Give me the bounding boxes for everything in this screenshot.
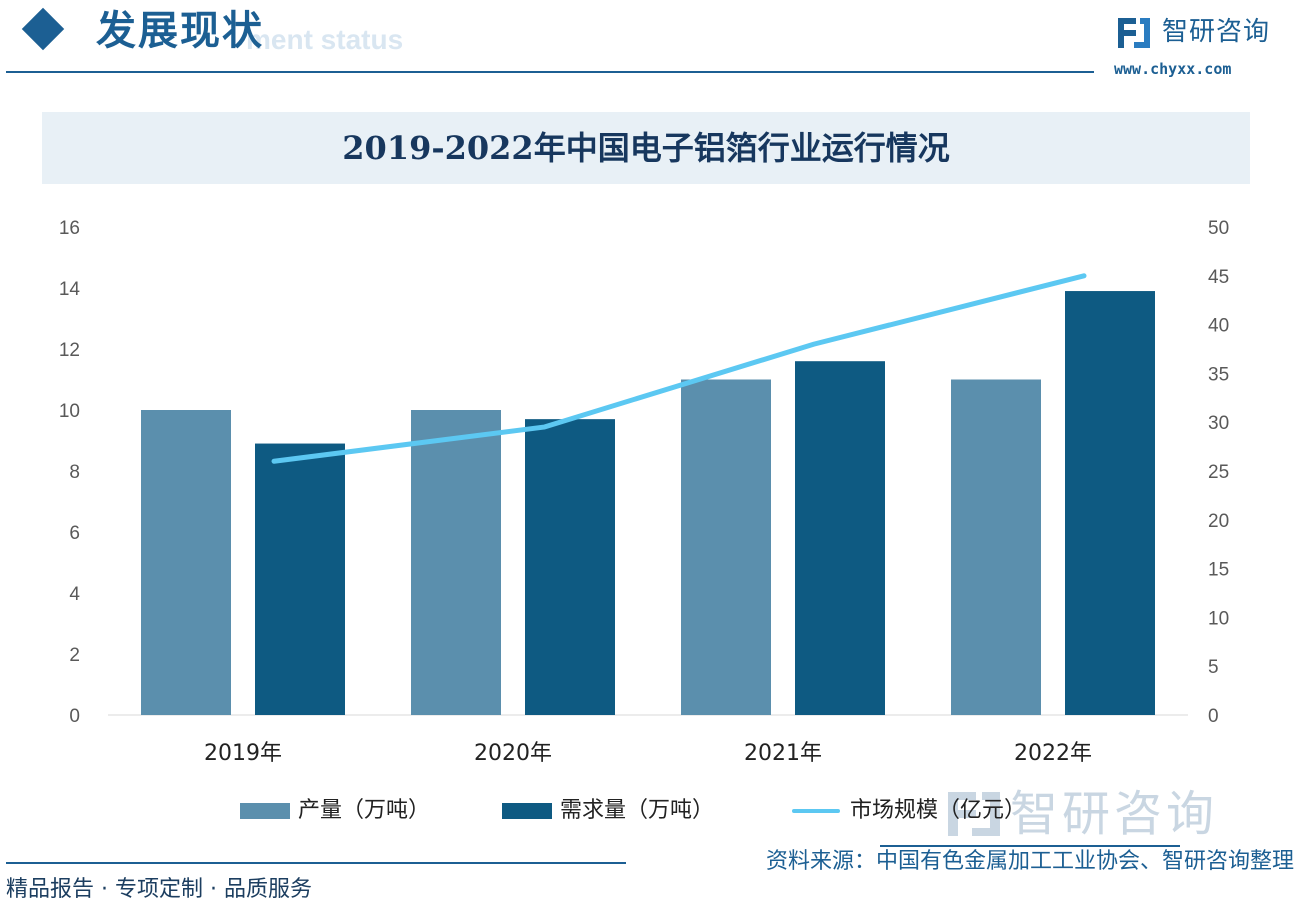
y-right-tick-label: 0 — [1208, 706, 1219, 727]
brand-name: 智研咨询 — [1162, 17, 1271, 47]
bar-production — [141, 410, 231, 715]
line-market-size — [271, 273, 1087, 464]
chart-legend: 产量（万吨） 需求量（万吨） 市场规模（亿元） — [0, 796, 1306, 826]
y-left-tick-label: 14 — [59, 279, 81, 300]
y-right-tick-label: 50 — [1208, 218, 1229, 239]
bar-production — [681, 379, 771, 715]
bar-production — [951, 379, 1041, 715]
y-right-tick-label: 15 — [1208, 560, 1229, 581]
y-left-tick-label: 16 — [59, 218, 80, 239]
bar-demand — [795, 361, 885, 715]
bar-demand — [255, 443, 345, 715]
y-right-tick-label: 10 — [1208, 608, 1229, 629]
header: ment status 发展现状 智研咨询 www.chyxx.com — [0, 0, 1306, 80]
legend-label-market-size: 市场规模（亿元） — [850, 798, 1027, 823]
footer-divider-right — [880, 845, 1180, 847]
bar-demand — [525, 419, 615, 715]
chart-title: 2019-2022年中国电子铝箔行业运行情况 — [342, 129, 950, 167]
y-left-tick-label: 6 — [69, 523, 80, 544]
brand-url: www.chyxx.com — [1114, 60, 1232, 78]
section-subtitle: ment status — [246, 24, 404, 55]
y-left-tick-label: 10 — [59, 401, 80, 422]
x-tick-label: 2022年 — [1014, 741, 1092, 766]
legend-swatch-production — [240, 803, 290, 819]
y-right-tick-label: 40 — [1208, 316, 1229, 337]
section-title: 发展现状 — [96, 7, 264, 54]
watermark-logo-icon — [948, 792, 1000, 836]
footer-slogan: 精品报告 · 专项定制 · 品质服务 — [6, 877, 312, 902]
legend-swatch-demand — [502, 803, 552, 819]
y-left-tick-label: 0 — [69, 706, 80, 727]
legend-line-market-size — [792, 809, 840, 813]
watermark-text: 智研咨询 — [1010, 786, 1219, 842]
y-right-tick-label: 45 — [1208, 267, 1229, 288]
y-left-tick-label: 4 — [69, 584, 80, 605]
y-right-tick-label: 25 — [1208, 462, 1229, 483]
y-right-tick-label: 5 — [1208, 657, 1219, 678]
legend-label-production: 产量（万吨） — [298, 798, 431, 823]
x-tick-label: 2021年 — [744, 741, 822, 766]
legend-label-demand: 需求量（万吨） — [560, 798, 715, 823]
brand-logo-icon — [1118, 18, 1150, 48]
x-tick-label: 2020年 — [474, 741, 552, 766]
chart-title-band — [42, 112, 1250, 184]
bar-production — [411, 410, 501, 715]
header-divider — [6, 71, 1094, 73]
y-right-tick-label: 20 — [1208, 511, 1229, 532]
y-left-tick-label: 8 — [69, 462, 80, 483]
x-tick-label: 2019年 — [204, 741, 282, 766]
y-right-tick-label: 30 — [1208, 413, 1229, 434]
y-left-tick-label: 12 — [59, 340, 80, 361]
y-right-tick-label: 35 — [1208, 364, 1229, 385]
bar-demand — [1065, 291, 1155, 715]
data-source: 资料来源：中国有色金属加工工业协会、智研咨询整理 — [765, 849, 1294, 874]
footer-divider-left — [6, 862, 626, 864]
y-left-tick-label: 2 — [69, 645, 80, 666]
